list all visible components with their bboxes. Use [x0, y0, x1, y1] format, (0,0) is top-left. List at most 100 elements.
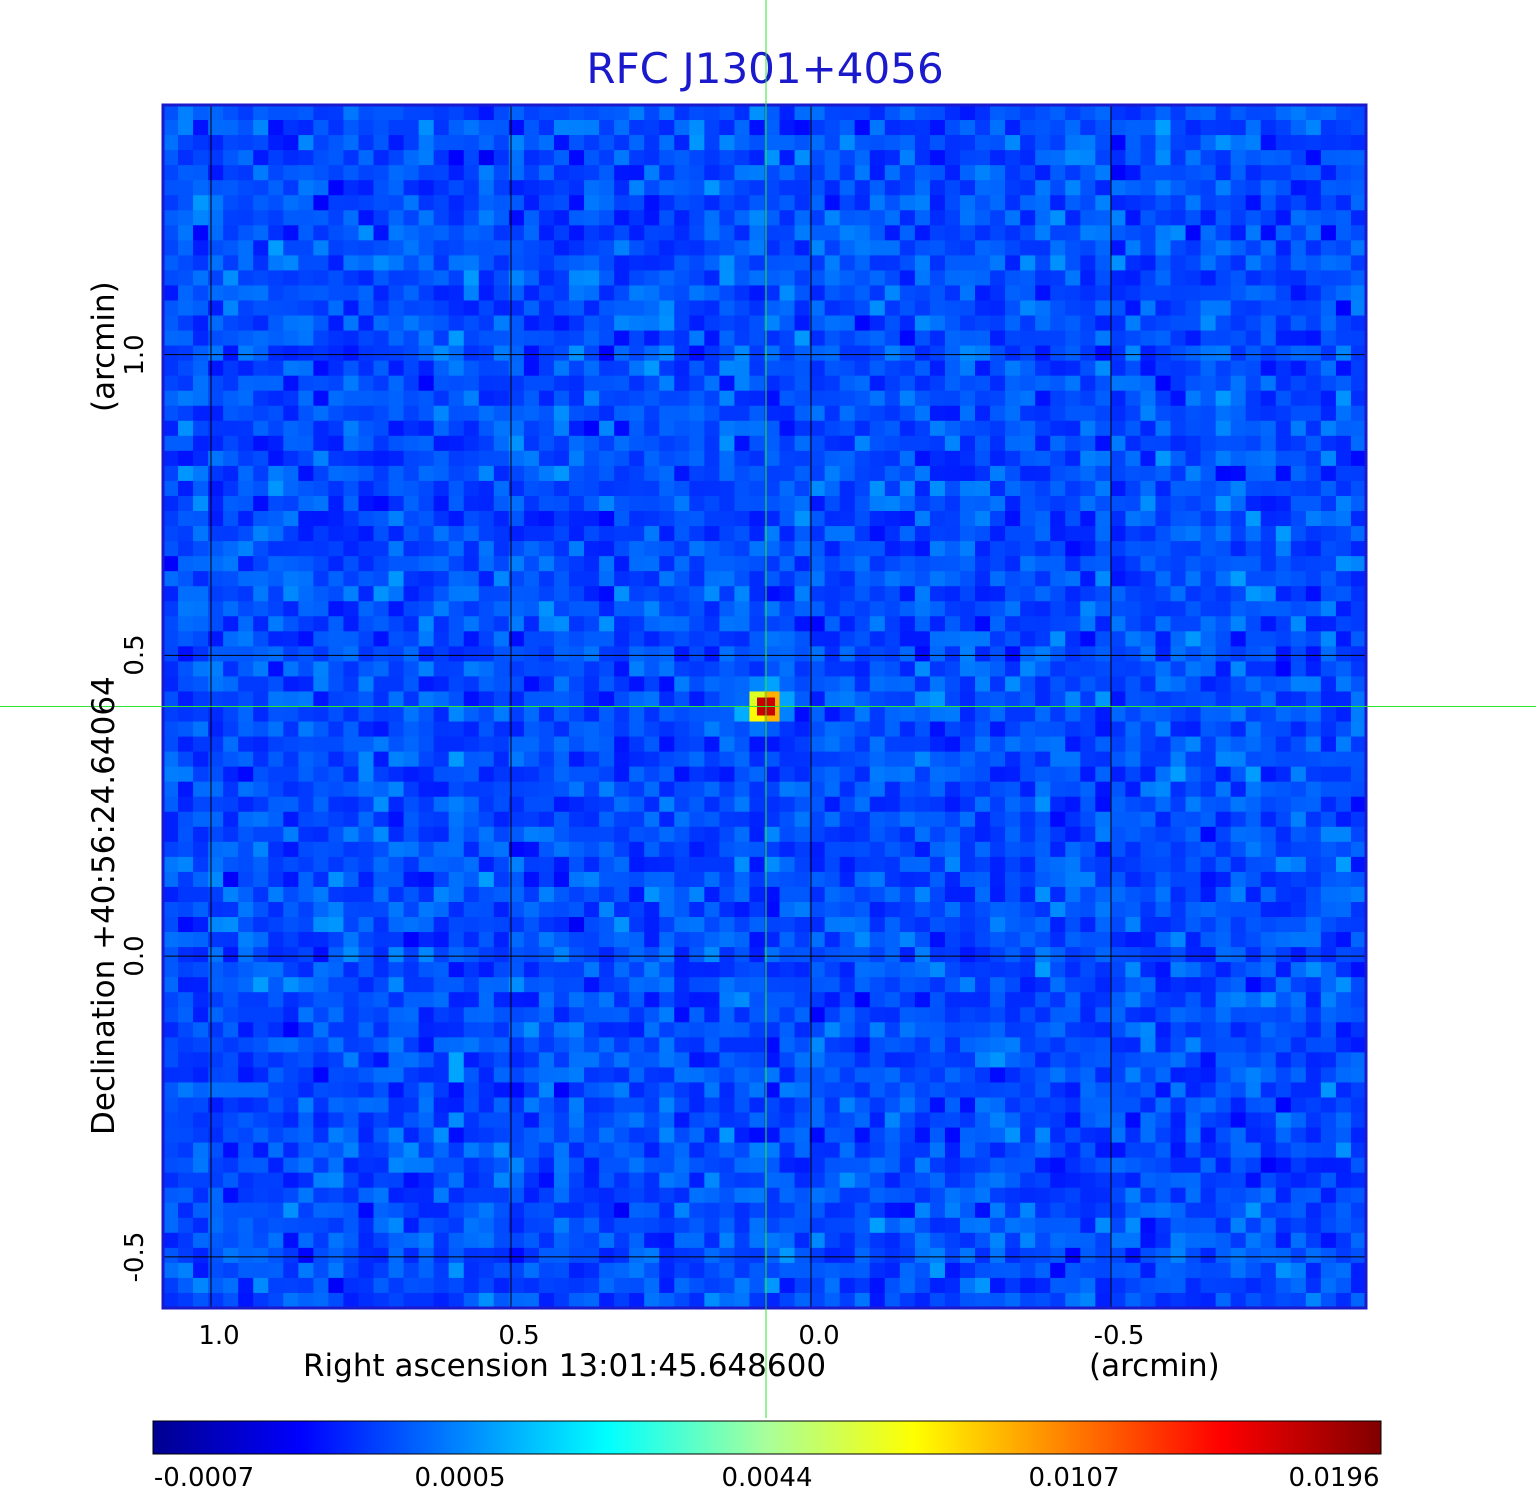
heatmap-cell — [418, 1022, 435, 1038]
heatmap-cell — [1350, 601, 1367, 617]
heatmap-cell — [644, 631, 660, 647]
heatmap-cell — [163, 781, 179, 798]
heatmap-cell — [975, 135, 991, 151]
heatmap-cell — [1215, 345, 1232, 362]
heatmap-cell — [1245, 886, 1262, 903]
heatmap-cell — [1275, 105, 1292, 121]
heatmap-cell — [809, 420, 826, 437]
heatmap-cell — [644, 480, 660, 497]
heatmap-cell — [1095, 661, 1111, 678]
heatmap-cell — [253, 661, 269, 678]
heatmap-cell — [1335, 616, 1352, 632]
heatmap-cell — [674, 871, 690, 888]
heatmap-cell — [689, 661, 705, 678]
heatmap-cell — [854, 661, 871, 678]
heatmap-cell — [1230, 736, 1247, 753]
heatmap-cell — [1305, 932, 1322, 948]
heatmap-cell — [975, 270, 991, 287]
heatmap-cell — [1320, 556, 1337, 572]
heatmap-cell — [1020, 811, 1036, 828]
heatmap-cell — [569, 796, 585, 813]
heatmap-cell — [1260, 390, 1277, 407]
heatmap-cell — [824, 826, 841, 843]
heatmap-cell — [403, 766, 420, 783]
heatmap-cell — [1260, 1022, 1277, 1038]
heatmap-cell — [223, 315, 239, 332]
heatmap-cell — [1230, 616, 1247, 632]
heatmap-cell — [448, 180, 465, 196]
heatmap-cell — [1290, 435, 1307, 452]
heatmap-cell — [388, 661, 405, 678]
heatmap-cell — [644, 405, 660, 422]
heatmap-cell — [1290, 631, 1307, 647]
heatmap-cell — [854, 781, 871, 798]
heatmap-cell — [839, 886, 856, 903]
heatmap-cell — [659, 676, 675, 693]
heatmap-cell — [1260, 345, 1277, 362]
heatmap-cell — [493, 796, 510, 813]
heatmap-cell — [599, 225, 615, 241]
heatmap-cell — [944, 661, 961, 678]
heatmap-cell — [1125, 210, 1142, 226]
heatmap-cell — [478, 1037, 495, 1053]
heatmap-cell — [1080, 781, 1096, 798]
heatmap-cell — [959, 120, 976, 136]
heatmap-cell — [659, 255, 675, 272]
heatmap-cell — [824, 631, 841, 647]
heatmap-cell — [193, 962, 209, 978]
heatmap-cell — [1260, 300, 1277, 317]
heatmap-cell — [508, 901, 525, 918]
heatmap-cell — [163, 992, 179, 1008]
heatmap-cell — [1275, 375, 1292, 392]
heatmap-cell — [614, 195, 630, 211]
heatmap-cell — [373, 390, 390, 407]
heatmap-cell — [869, 225, 886, 241]
heatmap-cell — [1170, 435, 1187, 452]
heatmap-cell — [298, 180, 314, 196]
heatmap-cell — [990, 526, 1006, 542]
heatmap-cell — [659, 586, 675, 602]
heatmap-cell — [899, 781, 916, 798]
heatmap-cell — [508, 270, 525, 287]
heatmap-cell — [764, 330, 781, 347]
heatmap-cell — [358, 586, 375, 602]
heatmap-cell — [794, 135, 811, 151]
heatmap-cell — [538, 646, 555, 662]
heatmap-cell — [433, 105, 450, 121]
heatmap-cell — [899, 345, 916, 362]
heatmap-cell — [629, 901, 645, 918]
heatmap-cell — [478, 661, 495, 678]
heatmap-cell — [899, 751, 916, 768]
heatmap-cell — [1095, 150, 1111, 166]
heatmap-cell — [1230, 917, 1247, 933]
heatmap-cell — [809, 150, 826, 166]
heatmap-cell — [388, 150, 405, 166]
heatmap-cell — [764, 420, 781, 437]
heatmap-cell — [1230, 646, 1247, 662]
heatmap-cell — [208, 435, 224, 452]
heatmap-cell — [614, 947, 630, 963]
heatmap-cell — [659, 1022, 675, 1038]
heatmap-cell — [1050, 736, 1066, 753]
heatmap-cell — [508, 886, 525, 903]
heatmap-cell — [1170, 586, 1187, 602]
heatmap-cell — [1140, 255, 1157, 272]
heatmap-cell — [388, 450, 405, 467]
heatmap-cell — [553, 300, 570, 317]
heatmap-cell — [824, 165, 841, 181]
heatmap-cell — [1170, 781, 1187, 798]
heatmap-cell — [283, 962, 299, 978]
heatmap-cell — [794, 947, 811, 963]
heatmap-cell — [704, 586, 720, 602]
heatmap-cell — [614, 766, 630, 783]
heatmap-cell — [1065, 315, 1081, 332]
heatmap-cell — [1230, 661, 1247, 678]
heatmap-cell — [614, 871, 630, 888]
heatmap-cell — [1230, 435, 1247, 452]
heatmap-cell — [824, 210, 841, 226]
heatmap-cell — [193, 917, 209, 933]
heatmap-cell — [584, 766, 600, 783]
heatmap-cell — [1050, 405, 1066, 422]
heatmap-cell — [1020, 706, 1036, 723]
heatmap-cell — [749, 360, 766, 377]
